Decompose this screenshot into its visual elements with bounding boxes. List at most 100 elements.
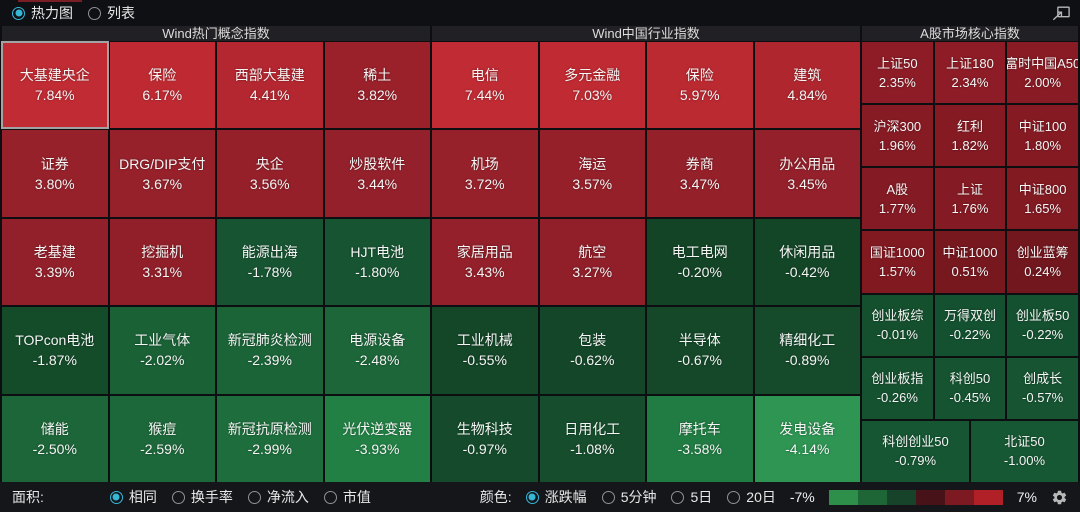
tile-name: 上证 <box>956 181 983 197</box>
heatmap-tile[interactable]: HJT电池 -1.80% <box>324 218 430 306</box>
heatmap-tile[interactable]: 生物科技 -0.97% <box>432 395 538 482</box>
heatmap-tile[interactable]: 包装 -0.62% <box>539 307 645 394</box>
color-mode-option-2[interactable]: 5日 <box>671 487 712 507</box>
color-mode-option-3[interactable]: 20日 <box>727 487 776 507</box>
heatmap-tile[interactable]: 创业板综 -0.01% <box>862 294 933 356</box>
tile-value: 4.84% <box>787 87 828 104</box>
heatmap-tile[interactable]: 创成长 -0.57% <box>1007 357 1078 419</box>
tile-value: 2.34% <box>951 74 989 90</box>
tile-value: 6.17% <box>142 87 183 104</box>
top-toolbar: 热力图 列表 <box>0 0 1080 26</box>
heatmap-tile[interactable]: 创业蓝筹 0.24% <box>1007 231 1078 293</box>
tile-value: 3.56% <box>249 175 290 192</box>
heatmap-tile[interactable]: 老基建 3.39% <box>2 218 108 306</box>
heatmap-tile[interactable]: 航空 3.27% <box>539 218 645 306</box>
heatmap-tile[interactable]: 国证1000 1.57% <box>862 231 933 293</box>
heatmap-tile[interactable]: 大基建央企 7.84% <box>2 42 108 129</box>
heatmap-tile[interactable]: DRG/DIP支付 3.67% <box>109 130 215 217</box>
heatmap-tile[interactable]: 上证180 2.34% <box>934 42 1006 104</box>
heatmap-tile[interactable]: 创业板50 -0.22% <box>1007 294 1078 356</box>
heatmap-tile[interactable]: 券商 3.47% <box>647 130 753 217</box>
tile-value: -0.55% <box>462 352 507 369</box>
heatmap-tile[interactable]: 新冠抗原检测 -2.99% <box>217 395 323 482</box>
heatmap-tile[interactable]: TOPcon电池 -1.87% <box>2 307 108 394</box>
heatmap-tile[interactable]: 日用化工 -1.08% <box>539 395 645 482</box>
heatmap-tile[interactable]: 能源出海 -1.78% <box>217 218 323 306</box>
heatmap-tile[interactable]: 上证50 2.35% <box>862 42 933 104</box>
tile-name: 能源出海 <box>241 243 298 260</box>
tile-value: 3.47% <box>679 175 720 192</box>
tile-value: 0.24% <box>1024 263 1062 279</box>
heatmap-tile[interactable]: 北证50 -1.00% <box>970 420 1078 482</box>
heatmap-tile[interactable]: 电信 7.44% <box>432 42 538 129</box>
color-mode-option-1[interactable]: 5分钟 <box>601 487 656 507</box>
tile-value: 1.65% <box>1024 200 1062 216</box>
heatmap-tile[interactable]: 工业气体 -2.02% <box>109 307 215 394</box>
heatmap-tile[interactable]: 西部大基建 4.41% <box>217 42 323 129</box>
popout-window-icon[interactable] <box>1052 6 1070 21</box>
tile-name: 创业板50 <box>1015 308 1070 324</box>
heatmap-tile[interactable]: 中证1000 0.51% <box>934 231 1006 293</box>
heatmap-tile[interactable]: 央企 3.56% <box>217 130 323 217</box>
heatmap-tile[interactable]: 发电设备 -4.14% <box>754 395 860 482</box>
tile-name: 电源设备 <box>349 332 406 349</box>
heatmap-tile[interactable]: 电源设备 -2.48% <box>324 307 430 394</box>
view-mode-option-1[interactable]: 列表 <box>88 3 135 23</box>
tile-value: -2.50% <box>32 440 77 457</box>
heatmap-tile[interactable]: 红利 1.82% <box>934 105 1006 167</box>
heatmap-tile[interactable]: 工业机械 -0.55% <box>432 307 538 394</box>
tile-value: 1.80% <box>1024 137 1062 153</box>
heatmap-tile[interactable]: 办公用品 3.45% <box>754 130 860 217</box>
heatmap-tile[interactable]: 海运 3.57% <box>539 130 645 217</box>
heatmap-tile[interactable]: 休闲用品 -0.42% <box>754 218 860 306</box>
view-mode-option-0[interactable]: 热力图 <box>12 3 73 23</box>
heatmap-tile[interactable]: 科创50 -0.45% <box>934 357 1006 419</box>
tile-name: A股 <box>886 181 909 197</box>
heatmap-tile[interactable]: 储能 -2.50% <box>2 395 108 482</box>
heatmap-tile[interactable]: 证券 3.80% <box>2 130 108 217</box>
tile-value: -3.93% <box>355 440 400 457</box>
heatmap-tile[interactable]: 挖掘机 3.31% <box>109 218 215 306</box>
heatmap-tile[interactable]: 半导体 -0.67% <box>647 307 753 394</box>
tile-name: HJT电池 <box>350 243 405 260</box>
tile-name: 科创50 <box>949 371 991 387</box>
heatmap-tile[interactable]: 机场 3.72% <box>432 130 538 217</box>
heatmap-tile[interactable]: 沪深300 1.96% <box>862 105 933 167</box>
heatmap-tile[interactable]: 上证 1.76% <box>934 168 1006 230</box>
heatmap-tile[interactable]: 建筑 4.84% <box>754 42 860 129</box>
heatmap-tile[interactable]: 电工电网 -0.20% <box>647 218 753 306</box>
tile-value: 3.72% <box>464 175 505 192</box>
heatmap-tile[interactable]: 光伏逆变器 -3.93% <box>324 395 430 482</box>
heatmap-tile[interactable]: 多元金融 7.03% <box>539 42 645 129</box>
heatmap-tile[interactable]: 精细化工 -0.89% <box>754 307 860 394</box>
tile-value: -0.01% <box>876 327 918 343</box>
tile-value: 3.44% <box>357 175 398 192</box>
heatmap-tile[interactable]: 保险 6.17% <box>109 42 215 129</box>
heatmap-tile[interactable]: 富时中国A50 2.00% <box>1007 42 1078 104</box>
heatmap-tile[interactable]: 新冠肺炎检测 -2.39% <box>217 307 323 394</box>
heatmap-tile[interactable]: 摩托车 -3.58% <box>647 395 753 482</box>
area-option-3[interactable]: 市值 <box>323 487 371 507</box>
heatmap-tile[interactable]: 创业板指 -0.26% <box>862 357 933 419</box>
tile-value: 1.76% <box>951 200 989 216</box>
radio-unselected-icon <box>88 6 101 20</box>
area-option-2[interactable]: 净流入 <box>247 487 309 507</box>
area-option-1[interactable]: 换手率 <box>171 487 233 507</box>
tile-name: 炒股软件 <box>349 155 406 172</box>
settings-gear-icon[interactable] <box>1051 489 1068 506</box>
top-accent-line <box>18 0 82 2</box>
heatmap-tile[interactable]: 科创创业50 -0.79% <box>862 420 969 482</box>
heatmap-tile[interactable]: 炒股软件 3.44% <box>324 130 430 217</box>
tile-value: -2.99% <box>247 440 292 457</box>
heatmap-tile[interactable]: 家居用品 3.43% <box>432 218 538 306</box>
heatmap-tile[interactable]: 中证800 1.65% <box>1007 168 1078 230</box>
heatmap-tile[interactable]: 万得双创 -0.22% <box>934 294 1006 356</box>
area-option-0[interactable]: 相同 <box>109 487 157 507</box>
heatmap-tile[interactable]: 猴痘 -2.59% <box>109 395 215 482</box>
heatmap-tile[interactable]: 稀土 3.82% <box>324 42 430 129</box>
heatmap-tile[interactable]: 中证100 1.80% <box>1007 105 1078 167</box>
color-mode-radio-group: 涨跌幅 5分钟 5日 20日 <box>525 487 776 507</box>
heatmap-tile[interactable]: A股 1.77% <box>862 168 933 230</box>
heatmap-tile[interactable]: 保险 5.97% <box>647 42 753 129</box>
color-mode-option-0[interactable]: 涨跌幅 <box>525 487 587 507</box>
